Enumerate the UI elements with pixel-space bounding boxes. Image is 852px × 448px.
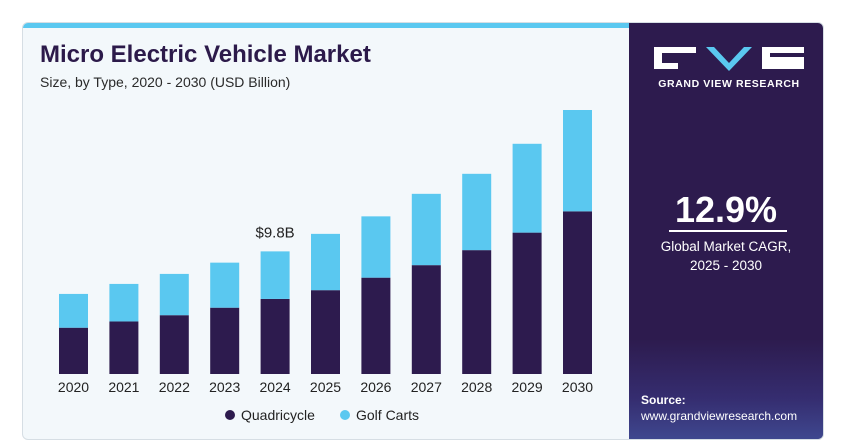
cagr-label: Global Market CAGR, 2025 - 2030 [629,237,823,275]
bar-golf-carts-2023 [210,262,240,308]
x-tick-label-2025: 2025 [310,379,341,395]
x-tick-label-2023: 2023 [209,379,240,395]
bar-quadricycle-2026 [361,277,391,374]
brand-name: GRAND VIEW RESEARCH [658,78,800,90]
x-tick-label-2030: 2030 [562,379,593,395]
bar-golf-carts-2030 [563,110,592,212]
cagr-label-line2: 2025 - 2030 [689,258,763,273]
accent-top-line [23,23,631,28]
bar-golf-carts-2028 [462,173,492,251]
source-label: Source: [641,393,686,407]
x-tick-label-2022: 2022 [159,379,190,395]
x-tick-label-2024: 2024 [260,379,291,395]
cagr-value: 12.9% [674,189,778,230]
bar-quadricycle-2023 [210,307,240,374]
bar-golf-carts-2025 [311,233,340,291]
bar-quadricycle-2022 [159,315,189,374]
x-tick-label-2020: 2020 [58,379,89,395]
sidebar-glow [629,339,823,439]
bar-quadricycle-2024 [260,298,290,374]
data-label-2024: $9.8B [255,224,294,241]
x-tick-label-2021: 2021 [108,379,139,395]
bar-quadricycle-2020 [59,327,88,374]
bar-golf-carts-2020 [59,293,88,328]
x-tick-label-2026: 2026 [360,379,391,395]
x-tick-label-2027: 2027 [411,379,442,395]
x-tick-label-2029: 2029 [512,379,543,395]
bar-golf-carts-2029 [512,143,542,233]
bar-golf-carts-2021 [109,283,139,322]
sidebar-panel: GRAND VIEW RESEARCH 12.9% Global Market … [629,23,823,439]
bar-quadricycle-2030 [563,211,592,374]
chart-subtitle: Size, by Type, 2020 - 2030 (USD Billion) [40,74,291,90]
x-tick-label-2028: 2028 [461,379,492,395]
legend-marker-quadricycle [225,410,235,420]
cagr-divider [669,230,787,232]
bar-quadricycle-2021 [109,321,139,374]
bar-quadricycle-2029 [512,232,542,374]
bar-quadricycle-2028 [462,250,492,374]
bar-quadricycle-2025 [311,290,340,374]
bar-chart: 2020 2021 2022 2023 2024 $9.8B 2025 2026 2027 202… [58,110,593,423]
bar-golf-carts-2027 [411,193,441,266]
legend-label-quadricycle: Quadricycle [241,407,315,423]
chart-title: Micro Electric Vehicle Market [40,41,371,68]
source-url[interactable]: www.grandviewresearch.com [641,409,798,423]
chart-card: Micro Electric Vehicle Market Size, by T… [22,22,824,440]
bar-golf-carts-2024 [260,251,290,299]
bar-golf-carts-2022 [159,273,189,316]
brand-logo-icon: GRAND VIEW RESEARCH [654,47,804,90]
legend-label-golf-carts: Golf Carts [356,407,419,423]
cagr-label-line1: Global Market CAGR, [660,239,792,254]
bar-quadricycle-2027 [411,265,441,374]
legend-marker-golf-carts [340,410,350,420]
bar-golf-carts-2026 [361,216,391,278]
